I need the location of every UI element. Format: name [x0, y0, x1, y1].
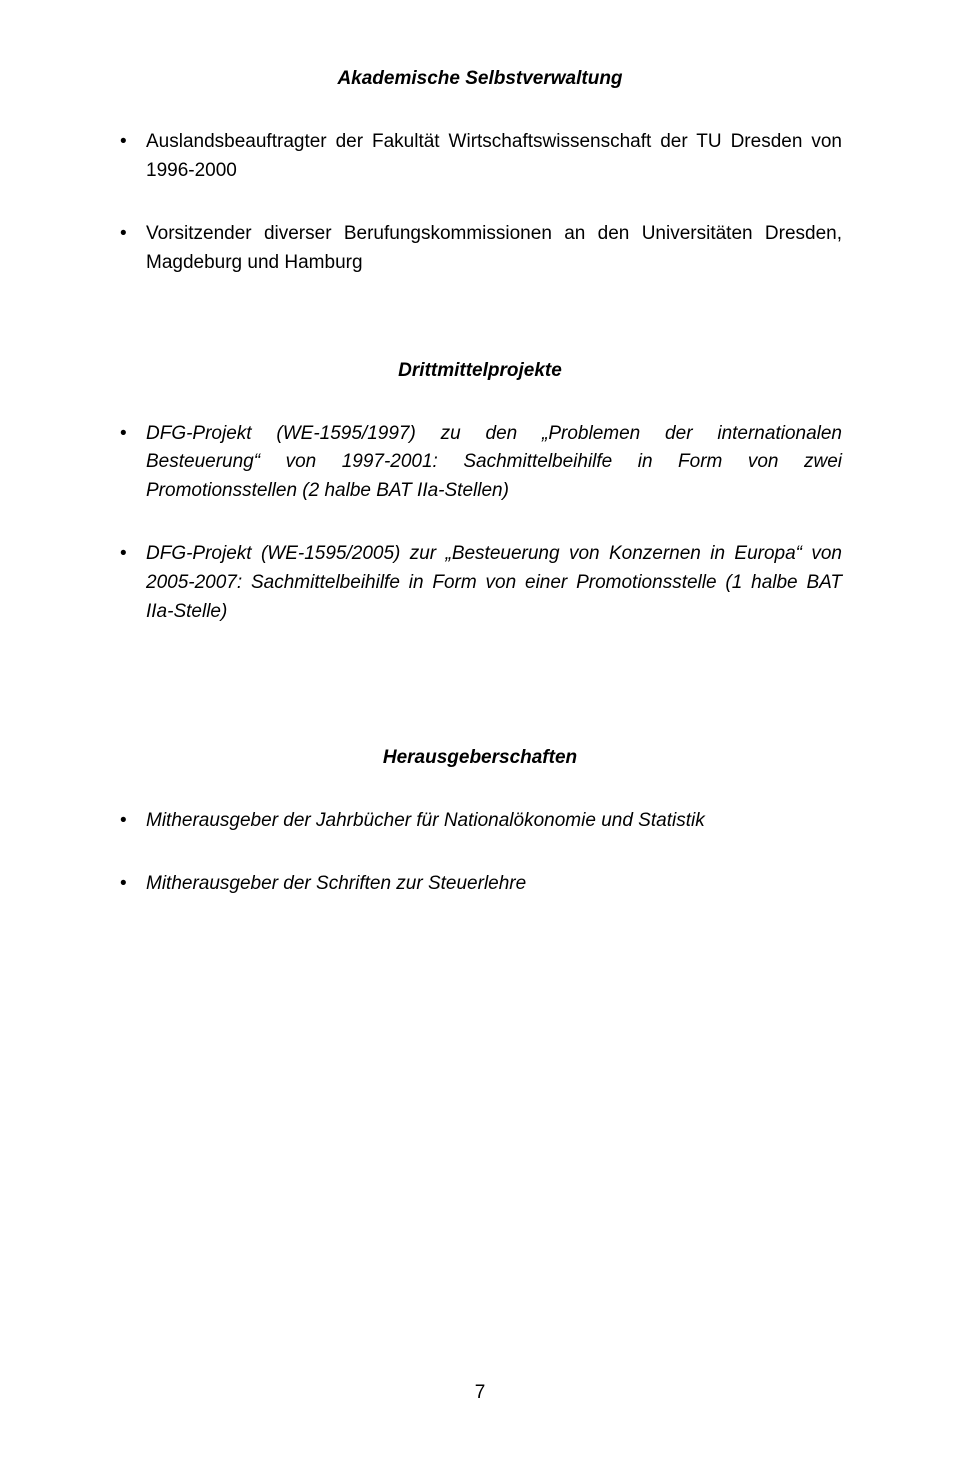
bullet-list-3: Mitherausgeber der Jahrbücher für Nation… — [118, 807, 842, 899]
page-number: 7 — [0, 1382, 960, 1404]
list-item: Vorsitzender diverser Berufungskommissio… — [118, 220, 842, 278]
list-item-text: Vorsitzender diverser Berufungskommissio… — [146, 223, 842, 273]
list-item: DFG-Projekt (WE-1595/2005) zur „Besteuer… — [118, 540, 842, 627]
section-heading-2: Drittmittelprojekte — [118, 360, 842, 382]
bullet-list-2: DFG-Projekt (WE-1595/1997) zu den „Probl… — [118, 420, 842, 627]
list-item-text: DFG-Projekt (WE-1595/2005) zur „Besteuer… — [146, 543, 842, 622]
bullet-list-1: Auslandsbeauftragter der Fakultät Wirtsc… — [118, 128, 842, 278]
section-heading-1: Akademische Selbstverwaltung — [118, 68, 842, 90]
list-item: Mitherausgeber der Schriften zur Steuerl… — [118, 870, 842, 899]
section-heading-3: Herausgeberschaften — [118, 747, 842, 769]
list-item-text: Mitherausgeber der Jahrbücher für Nation… — [146, 810, 705, 831]
list-item: Auslandsbeauftragter der Fakultät Wirtsc… — [118, 128, 842, 186]
list-item-text: Mitherausgeber der Schriften zur Steuerl… — [146, 873, 526, 894]
list-item: DFG-Projekt (WE-1595/1997) zu den „Probl… — [118, 420, 842, 507]
list-item-text: DFG-Projekt (WE-1595/1997) zu den „Probl… — [146, 423, 842, 502]
list-item: Mitherausgeber der Jahrbücher für Nation… — [118, 807, 842, 836]
list-item-text: Auslandsbeauftragter der Fakultät Wirtsc… — [146, 131, 842, 181]
